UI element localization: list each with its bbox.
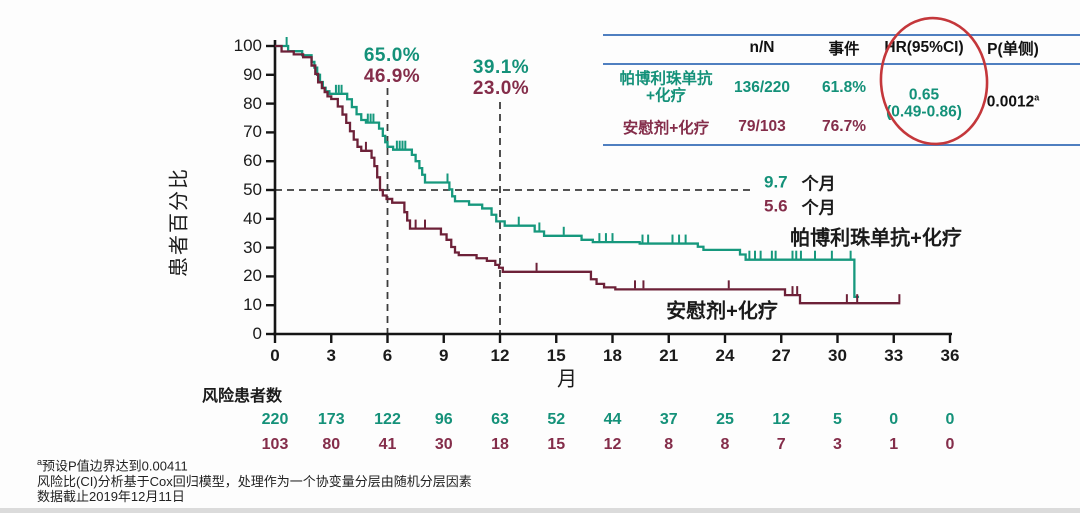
x-tick-label-33: 33 (884, 346, 904, 365)
row-treatment-label-line2: +化疗 (645, 87, 687, 104)
footnote-2: 风险比(CI)分析基于Cox回归模型，处理作为一个协变量分层由随机分层因素 (37, 474, 472, 489)
footnote-1-text: 预设P值边界达到0.00411 (42, 458, 188, 474)
footnote-3-text: 数据截止2019年12月11日 (37, 488, 185, 504)
x-tick-label-15: 15 (546, 346, 566, 365)
bottom-edge-strip (0, 508, 1080, 513)
y-tick-label-0: 0 (252, 324, 262, 343)
rate-12mo-placebo: 23.0% (472, 78, 530, 99)
y-tick-label-90: 90 (243, 64, 262, 84)
risk-treatment-6: 122 (374, 411, 401, 428)
x-tick-label-0: 0 (270, 346, 280, 365)
risk-treatment-15: 52 (547, 411, 566, 428)
risk-placebo-21: 8 (664, 436, 674, 453)
table-rule-top (603, 34, 1080, 36)
risk-treatment-0: 220 (261, 411, 289, 428)
hr-cell: 0.65 (0.49-0.86) (886, 86, 962, 121)
risk-placebo-33: 1 (889, 436, 899, 453)
hr-ci: (0.49-0.86) (886, 103, 962, 120)
risk-placebo-30: 3 (833, 436, 842, 453)
risk-treatment-33: 0 (889, 411, 899, 428)
col-header-nN: n/N (749, 39, 775, 56)
median-placebo-value: 5.6 (764, 196, 788, 215)
risk-treatment-30: 5 (833, 411, 842, 428)
row-placebo-label: 安慰剂+化疗 (622, 120, 710, 137)
risk-placebo-3: 80 (322, 436, 341, 453)
median-placebo-row: 5.6 个月 (764, 194, 836, 219)
median-treatment-row: 9.7 个月 (764, 170, 836, 195)
y-tick-label-100: 100 (233, 36, 262, 55)
rate-6mo-placebo: 46.9% (363, 66, 421, 87)
hr-value: 0.65 (908, 86, 940, 104)
table-rule-bottom (603, 144, 1080, 146)
risk-treatment-12: 63 (491, 411, 509, 428)
rate-6mo-treatment: 65.0% (363, 45, 421, 66)
footnote-2-text: 风险比(CI)分析基于Cox回归模型，处理作为一个协变量分层由随机分层因素 (37, 473, 472, 489)
col-header-p: P(单侧) (987, 41, 1039, 58)
risk-treatment-21: 37 (659, 411, 678, 428)
risk-treatment-3: 173 (317, 411, 345, 428)
x-tick-label-6: 6 (382, 346, 393, 365)
x-tick-label-18: 18 (603, 346, 622, 365)
footnotes: a预设P值边界达到0.00411 风险比(CI)分析基于Cox回归模型，处理作为… (37, 455, 472, 504)
row-treatment-events: 61.8% (822, 79, 866, 96)
risk-treatment-24: 25 (716, 411, 734, 428)
risk-placebo-24: 8 (720, 436, 730, 453)
risk-placebo-6: 41 (378, 436, 397, 453)
p-value-cell: 0.0012a (987, 92, 1039, 111)
rate-12mo-treatment: 39.1% (472, 57, 530, 78)
risk-treatment-18: 44 (603, 411, 622, 428)
y-tick-label-10: 10 (243, 295, 262, 315)
row-placebo-nN: 79/103 (738, 118, 786, 135)
curve-label-treatment: 帕博利珠单抗+化疗 (790, 227, 962, 250)
x-axis-title: 月 (557, 368, 577, 391)
median-treatment-value: 9.7 (764, 172, 788, 191)
risk-placebo-36: 0 (945, 436, 955, 453)
table-rule-middle (603, 63, 1080, 65)
x-tick-label-36: 36 (940, 346, 960, 365)
risk-placebo-0: 103 (261, 436, 289, 453)
row-treatment-label: 帕博利珠单抗 +化疗 (619, 70, 713, 105)
risk-treatment-27: 12 (772, 411, 791, 428)
risk-placebo-15: 15 (547, 436, 566, 453)
y-tick-label-40: 40 (243, 208, 262, 228)
x-tick-label-21: 21 (659, 346, 679, 365)
curve-label-placebo: 安慰剂+化疗 (666, 300, 778, 323)
x-tick-label-27: 27 (771, 346, 791, 365)
footnote-3: 数据截止2019年12月11日 (37, 489, 472, 504)
risk-treatment-36: 0 (945, 411, 955, 428)
median-treatment-unit: 个月 (801, 174, 836, 194)
col-header-events: 事件 (828, 41, 860, 58)
row-treatment-nN: 136/220 (733, 79, 791, 96)
summary-table: n/N 事件 HR(95%CI) P(单侧) 帕博利珠单抗 +化疗 136/22… (603, 26, 1080, 148)
footnote-1: a预设P值边界达到0.00411 (37, 455, 472, 474)
x-tick-label-9: 9 (439, 346, 449, 365)
risk-placebo-27: 7 (776, 436, 786, 453)
row-placebo-events: 76.7% (822, 118, 866, 135)
col-header-hr: HR(95%CI) (884, 39, 964, 56)
risk-treatment-9: 96 (434, 411, 453, 428)
y-tick-label-70: 70 (243, 122, 262, 142)
y-tick-label-50: 50 (243, 180, 262, 199)
p-value: 0.0012 (986, 93, 1035, 111)
x-tick-label-30: 30 (828, 346, 847, 365)
y-tick-label-30: 30 (243, 237, 262, 257)
p-value-superscript: a (1034, 92, 1040, 103)
y-tick-label-80: 80 (243, 93, 262, 113)
x-tick-label-3: 3 (326, 346, 336, 365)
risk-placebo-9: 30 (434, 436, 453, 453)
x-tick-label-12: 12 (490, 346, 510, 365)
x-tick-label-24: 24 (715, 346, 735, 365)
risk-placebo-18: 12 (603, 436, 622, 453)
median-placebo-unit: 个月 (801, 198, 836, 218)
y-tick-label-20: 20 (243, 266, 262, 286)
footnote-1-superscript: a (37, 457, 43, 467)
risk-placebo-12: 18 (491, 436, 509, 453)
risk-table-label: 风险患者数 (202, 388, 283, 405)
y-tick-label-60: 60 (243, 151, 262, 171)
row-treatment-label-line1: 帕博利珠单抗 (619, 70, 713, 88)
y-axis-title: 患者百分比 (168, 167, 191, 277)
